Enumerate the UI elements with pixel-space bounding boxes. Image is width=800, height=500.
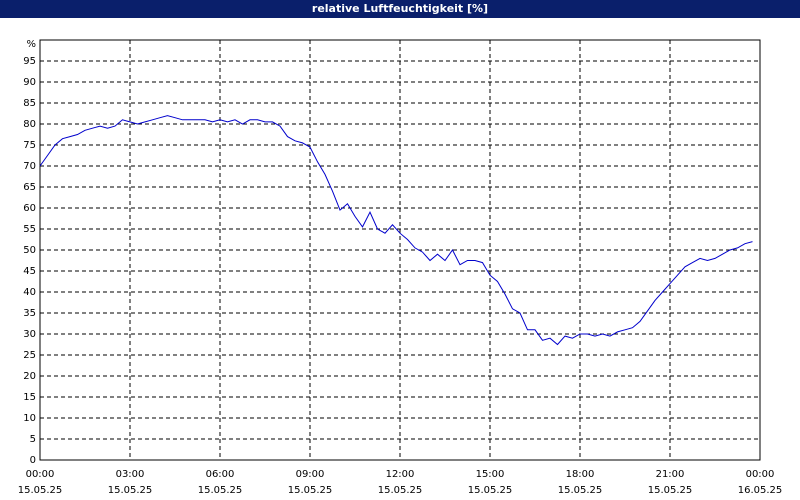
x-tick-date: 15.05.25 [468, 485, 513, 496]
y-tick-label: 45 [23, 266, 36, 277]
y-tick-label: 20 [23, 371, 36, 382]
y-tick-label: 90 [23, 77, 36, 88]
x-tick-date: 15.05.25 [108, 485, 153, 496]
y-tick-label: 25 [23, 350, 36, 361]
x-tick-label: 15:00 [476, 469, 505, 480]
x-tick-date: 15.05.25 [378, 485, 423, 496]
x-tick-label: 21:00 [656, 469, 685, 480]
y-tick-label: 80 [23, 119, 36, 130]
y-tick-label: 85 [23, 98, 36, 109]
y-tick-label: 95 [23, 56, 36, 67]
series-line [39, 115, 753, 346]
y-tick-label: 5 [30, 434, 36, 445]
x-tick-label: 09:00 [296, 469, 325, 480]
y-tick-label: 30 [23, 329, 36, 340]
y-tick-label: 75 [23, 140, 36, 151]
x-tick-label: 00:00 [746, 469, 775, 480]
y-tick-label: 15 [23, 392, 36, 403]
x-tick-date: 16.05.25 [738, 485, 783, 496]
y-tick-label: 55 [23, 224, 36, 235]
x-tick-label: 00:00 [26, 469, 55, 480]
x-tick-label: 12:00 [386, 469, 415, 480]
x-tick-date: 15.05.25 [288, 485, 333, 496]
y-tick-label: 35 [23, 308, 36, 319]
y-tick-label: 40 [23, 287, 36, 298]
x-tick-label: 18:00 [566, 469, 595, 480]
y-axis-label: % [26, 39, 36, 50]
y-tick-label: 65 [23, 182, 36, 193]
chart-title: relative Luftfeuchtigkeit [%] [312, 2, 488, 15]
x-tick-date: 15.05.25 [648, 485, 693, 496]
x-tick-label: 03:00 [116, 469, 145, 480]
y-tick-label: 70 [23, 161, 36, 172]
y-tick-label: 50 [23, 245, 36, 256]
x-tick-date: 15.05.25 [558, 485, 603, 496]
title-bar [0, 0, 800, 18]
y-tick-label: 0 [30, 455, 36, 466]
x-tick-date: 15.05.25 [18, 485, 63, 496]
y-tick-label: 60 [23, 203, 36, 214]
x-tick-label: 06:00 [206, 469, 235, 480]
y-tick-label: 10 [23, 413, 36, 424]
x-tick-date: 15.05.25 [198, 485, 243, 496]
